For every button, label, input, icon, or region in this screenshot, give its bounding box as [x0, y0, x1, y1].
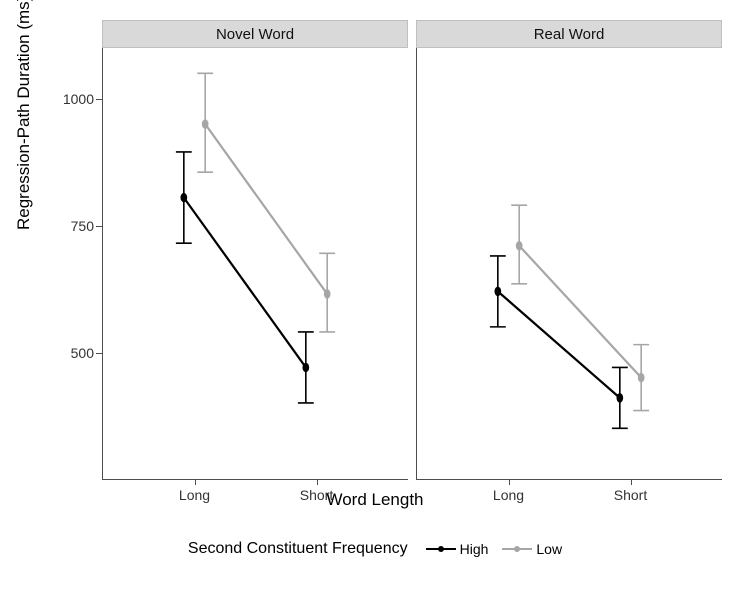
y-axis-ticks: 500 750 1000: [58, 48, 102, 480]
legend-items: High Low: [426, 540, 562, 558]
data-point: [180, 193, 187, 202]
legend-title: Second Constituent Frequency: [188, 540, 408, 558]
series-line: [498, 291, 620, 397]
x-tick-mark: [195, 479, 196, 485]
y-tick-label: 1000: [63, 91, 94, 107]
y-tick-label: 500: [71, 345, 94, 361]
x-axis-title: Word Length: [10, 490, 740, 510]
data-point: [516, 241, 523, 250]
data-point: [638, 373, 645, 382]
data-point: [494, 287, 501, 296]
facet-header: Novel Word: [102, 20, 408, 48]
legend-item: Low: [502, 540, 562, 558]
x-tick-mark: [509, 479, 510, 485]
chart-container: Regression-Path Duration (ms) 5007501000…: [10, 10, 740, 590]
facet-panels: Novel WordLongShortReal WordLongShort: [102, 20, 722, 480]
data-point: [324, 289, 331, 298]
legend-dot: [438, 546, 444, 552]
facet-header: Real Word: [416, 20, 722, 48]
y-tick-label: 750: [71, 218, 94, 234]
series-line: [519, 246, 641, 378]
x-tick-mark: [631, 479, 632, 485]
facet-panel: Real WordLongShort: [416, 20, 722, 480]
plot-svg: [103, 48, 408, 479]
legend: Second Constituent Frequency High Low: [10, 540, 740, 558]
legend-label: Low: [536, 541, 562, 557]
legend-dot: [514, 546, 520, 552]
data-point: [302, 363, 309, 372]
legend-item: High: [426, 540, 489, 558]
legend-key: [426, 540, 456, 558]
plot-svg: [417, 48, 722, 479]
legend-key: [502, 540, 532, 558]
legend-label: High: [460, 541, 489, 557]
x-tick-mark: [317, 479, 318, 485]
y-axis-title: Regression-Path Duration (ms): [14, 0, 34, 230]
facet-body: LongShort: [102, 48, 408, 480]
facet-body: LongShort: [416, 48, 722, 480]
data-point: [202, 119, 209, 128]
data-point: [616, 393, 623, 402]
series-line: [184, 198, 306, 368]
series-line: [205, 124, 327, 294]
facet-panel: Novel WordLongShort: [102, 20, 408, 480]
